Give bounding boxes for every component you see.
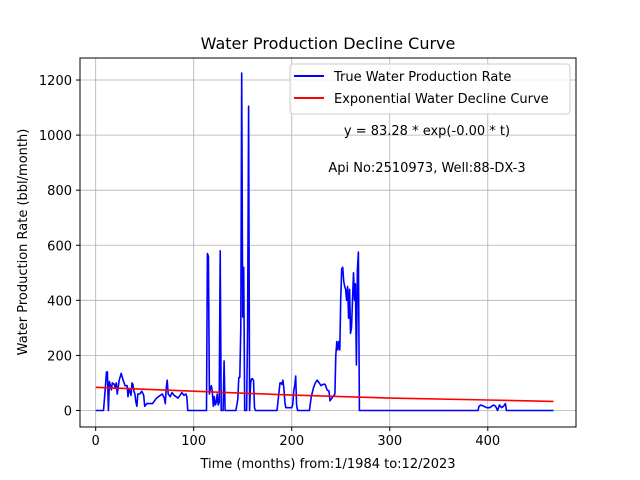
y-tick-label: 200 <box>47 349 72 364</box>
well-annotation: Api No:2510973, Well:88-DX-3 <box>328 161 525 176</box>
series-line-true-water-rate <box>95 72 554 412</box>
y-tick-label: 1000 <box>39 129 72 144</box>
x-tick-label: 300 <box>377 434 402 449</box>
y-tick-label: 400 <box>47 294 72 309</box>
series-line-exponential-decline <box>95 386 554 403</box>
legend-box <box>289 63 571 115</box>
x-tick-label: 400 <box>475 434 500 449</box>
grid-lines <box>80 58 576 427</box>
legend-label-exponential: Exponential Water Decline Curve <box>334 92 549 107</box>
x-tick-label: 100 <box>181 434 206 449</box>
plot-frame <box>79 57 577 428</box>
y-tick-label: 600 <box>47 239 72 254</box>
chart-title: Water Production Decline Curve <box>201 34 456 53</box>
series-layer <box>95 72 554 412</box>
legend: True Water Production Rate Exponential W… <box>289 63 571 115</box>
x-axis-label: Time (months) from:1/1984 to:12/2023 <box>199 457 455 472</box>
x-tick-label: 0 <box>92 434 100 449</box>
x-tick-label: 200 <box>279 434 304 449</box>
y-axis-label: Water Production Rate (bbl/month) <box>16 129 31 356</box>
y-tick-label: 0 <box>64 404 72 419</box>
y-tick-label: 1200 <box>39 74 72 89</box>
y-tick-label: 800 <box>47 184 72 199</box>
y-axis-ticks: 0 200 400 600 800 1000 1200 <box>39 74 80 419</box>
equation-annotation: y = 83.28 * exp(-0.00 * t) <box>344 124 510 139</box>
legend-label-true-rate: True Water Production Rate <box>333 70 511 85</box>
x-axis-ticks: 0 100 200 300 400 <box>92 427 500 449</box>
